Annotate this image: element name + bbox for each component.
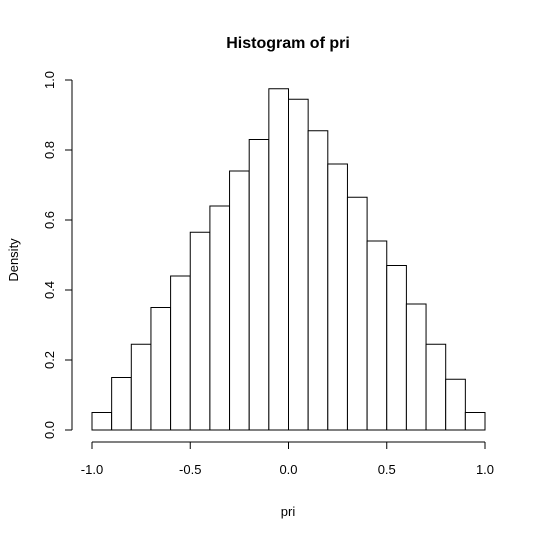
x-tick-label-2: 0.0 bbox=[279, 462, 297, 477]
histogram-bar-18 bbox=[445, 378, 466, 431]
chart-title: Histogram of pri bbox=[226, 35, 350, 52]
y-tick-label-1: 0.2 bbox=[42, 351, 57, 369]
histogram-bar-12 bbox=[327, 163, 348, 431]
histogram-bar-7 bbox=[229, 170, 250, 431]
histogram-bar-11 bbox=[307, 130, 329, 431]
y-axis-title: Density bbox=[6, 238, 21, 282]
histogram-bar-8 bbox=[248, 139, 270, 431]
histogram-bar-2 bbox=[130, 343, 152, 431]
histogram-bar-6 bbox=[209, 205, 231, 431]
histogram-bar-4 bbox=[170, 275, 191, 431]
y-tick-label-4: 0.8 bbox=[42, 141, 57, 159]
x-tick-label-4: 1.0 bbox=[476, 462, 494, 477]
histogram-bar-0 bbox=[91, 412, 113, 431]
histogram-bar-3 bbox=[150, 307, 172, 431]
y-tick-label-5: 1.0 bbox=[42, 71, 57, 89]
y-tick-label-3: 0.6 bbox=[42, 211, 57, 229]
x-tick-label-3: 0.5 bbox=[378, 462, 396, 477]
histogram-bar-16 bbox=[405, 303, 427, 431]
histogram-bar-9 bbox=[268, 88, 290, 431]
y-tick-label-2: 0.4 bbox=[42, 281, 57, 299]
x-axis-title: pri bbox=[281, 504, 296, 519]
bars-group bbox=[91, 88, 486, 431]
x-tick-label-1: -0.5 bbox=[179, 462, 201, 477]
histogram-bar-19 bbox=[464, 412, 486, 431]
histogram-bar-5 bbox=[189, 231, 211, 431]
histogram-bar-13 bbox=[346, 196, 368, 431]
x-axis: -1.0 -0.5 0.0 0.5 1.0 bbox=[81, 441, 494, 477]
histogram-bar-15 bbox=[386, 265, 407, 431]
histogram-bar-1 bbox=[111, 377, 132, 431]
x-tick-label-0: -1.0 bbox=[81, 462, 103, 477]
y-tick-label-0: 0.0 bbox=[42, 421, 57, 439]
histogram-bar-17 bbox=[425, 343, 447, 431]
y-axis: 0.0 0.2 0.4 0.6 0.8 1.0 bbox=[42, 71, 73, 439]
histogram-bar-10 bbox=[288, 98, 309, 431]
histogram-bar-14 bbox=[366, 240, 388, 431]
